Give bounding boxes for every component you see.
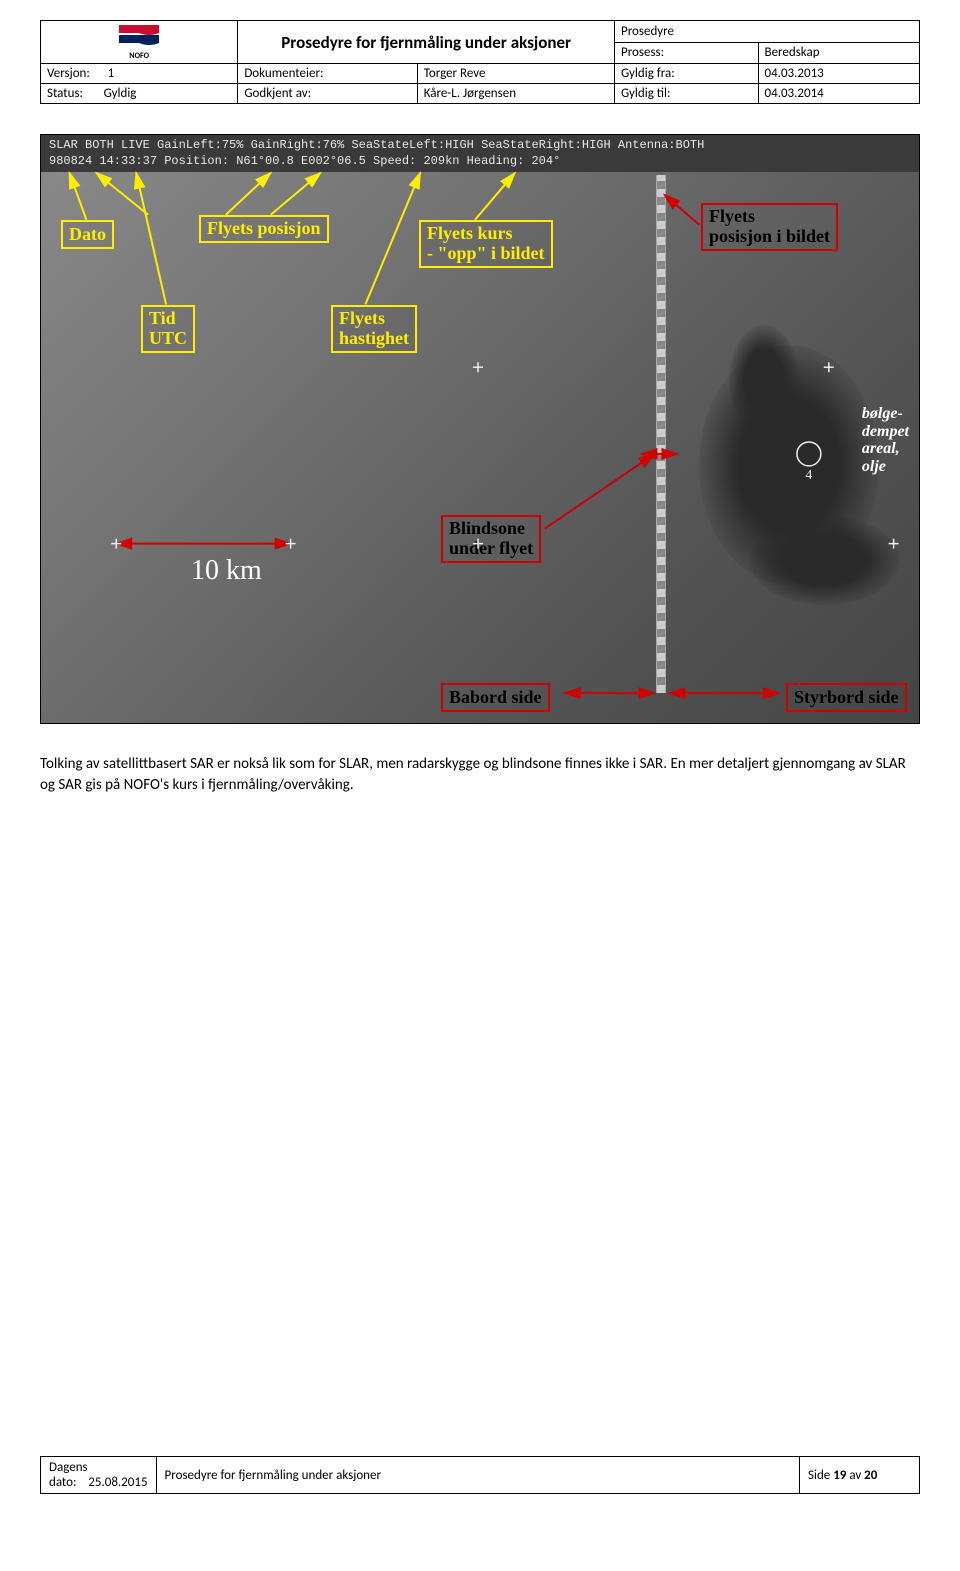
label-flyets-posisjon-bildet: Flyets posisjon i bildet	[701, 203, 838, 251]
sar-data-header: SLAR BOTH LIVE GainLeft:75% GainRight:76…	[41, 135, 919, 172]
validfrom-label: Gyldig fra:	[615, 64, 759, 84]
docowner-label: Dokumenteier:	[238, 64, 417, 84]
oil-blob	[729, 325, 799, 435]
doc-type: Prosedyre	[615, 21, 920, 43]
page-whitespace	[40, 796, 920, 1436]
label-flyets-kurs: Flyets kurs - "opp" i bildet	[419, 220, 553, 268]
label-babord: Babord side	[441, 683, 550, 712]
document-header-table: NOFO Prosedyre for fjernmåling under aks…	[40, 20, 920, 104]
label-10km: 10 km	[191, 555, 262, 587]
status-label: Status: Gyldig	[41, 84, 238, 104]
docowner-value: Torger Reve	[417, 64, 614, 84]
body-paragraph: Tolking av satellittbasert SAR er nokså …	[40, 754, 920, 796]
oil-blob	[749, 515, 899, 605]
label-styrbord: Styrbord side	[786, 683, 907, 712]
document-footer-table: Dagens dato: 25.08.2015 Prosedyre for fj…	[40, 1456, 920, 1494]
validto-label: Gyldig til:	[615, 84, 759, 104]
logo-cell: NOFO	[41, 21, 238, 64]
sar-header-line2: 980824 14:33:37 Position: N61°00.8 E002°…	[49, 154, 911, 170]
sar-header-line1: SLAR BOTH LIVE GainLeft:75% GainRight:76…	[49, 138, 911, 154]
label-dato: Dato	[61, 220, 114, 249]
sar-annotated-figure: SLAR BOTH LIVE GainLeft:75% GainRight:76…	[40, 134, 920, 724]
approvedby-value: Kåre-L. Jørgensen	[417, 84, 614, 104]
footer-date-label: Dagens dato: 25.08.2015	[41, 1457, 157, 1494]
logo-text: NOFO	[47, 51, 231, 61]
label-flyets-hastighet: Flyets hastighet	[331, 305, 417, 353]
approvedby-label: Godkjent av:	[238, 84, 417, 104]
footer-doc-title: Prosedyre for fjernmåling under aksjoner	[156, 1457, 799, 1494]
label-tid-utc: Tid UTC	[141, 305, 195, 353]
nofo-logo-icon	[119, 23, 159, 51]
label-blindsone: Blindsone under flyet	[441, 515, 541, 563]
process-value: Beredskap	[758, 42, 920, 64]
label-bolge: bølge- dempet areal, olje	[862, 405, 909, 475]
validfrom-value: 04.03.2013	[758, 64, 920, 84]
version-label: Versjon: 1	[41, 64, 238, 84]
validto-value: 04.03.2014	[758, 84, 920, 104]
flight-track-line	[656, 175, 666, 693]
label-flyets-posisjon: Flyets posisjon	[199, 215, 329, 243]
document-title: Prosedyre for fjernmåling under aksjoner	[238, 21, 615, 64]
footer-page-number: Side 19 av 20	[800, 1457, 920, 1494]
process-label: Prosess:	[615, 42, 759, 64]
